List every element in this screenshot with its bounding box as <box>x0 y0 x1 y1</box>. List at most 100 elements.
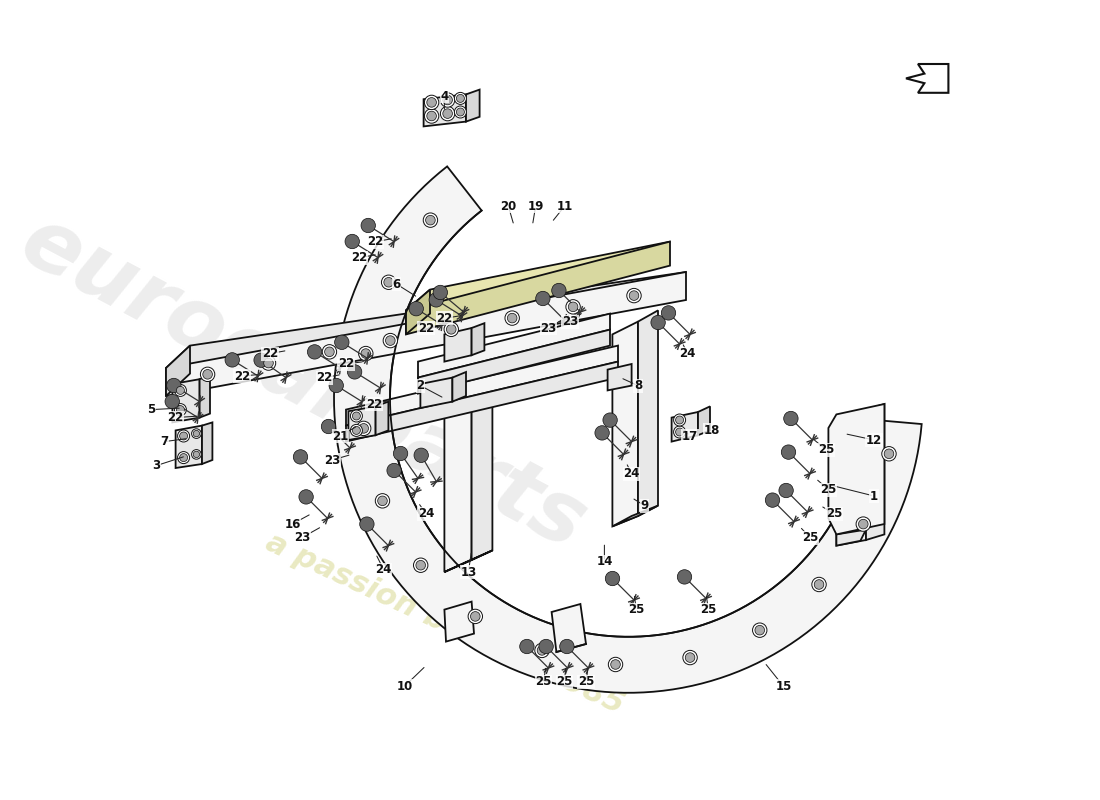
Circle shape <box>425 95 439 110</box>
Circle shape <box>433 286 448 300</box>
Circle shape <box>440 93 454 107</box>
Text: 4: 4 <box>440 90 449 102</box>
Circle shape <box>675 416 683 424</box>
Circle shape <box>416 561 426 570</box>
Text: 9: 9 <box>640 499 649 512</box>
Polygon shape <box>418 330 610 394</box>
Polygon shape <box>444 550 493 572</box>
Circle shape <box>191 450 201 459</box>
Circle shape <box>608 658 623 672</box>
Circle shape <box>334 335 349 350</box>
Polygon shape <box>166 272 686 368</box>
Circle shape <box>359 346 373 361</box>
Circle shape <box>427 98 437 107</box>
Circle shape <box>683 650 697 665</box>
Text: eurocarparts: eurocarparts <box>7 200 601 568</box>
Polygon shape <box>607 364 631 390</box>
Circle shape <box>537 646 547 655</box>
Text: 15: 15 <box>776 680 792 693</box>
Circle shape <box>443 109 452 118</box>
Circle shape <box>321 419 336 434</box>
Circle shape <box>440 106 454 121</box>
Circle shape <box>409 302 424 316</box>
Polygon shape <box>346 362 618 442</box>
Text: 22: 22 <box>437 312 452 325</box>
Text: 16: 16 <box>284 518 300 530</box>
Circle shape <box>447 325 456 334</box>
Text: 20: 20 <box>500 200 517 213</box>
Circle shape <box>294 450 308 464</box>
Circle shape <box>456 108 464 116</box>
Circle shape <box>176 406 185 414</box>
Circle shape <box>560 639 574 654</box>
Circle shape <box>352 426 361 434</box>
Polygon shape <box>613 506 658 526</box>
Text: 8: 8 <box>634 379 642 392</box>
Polygon shape <box>406 290 430 334</box>
Polygon shape <box>349 406 375 440</box>
Text: 22: 22 <box>418 322 434 334</box>
Polygon shape <box>452 372 466 402</box>
Text: 22: 22 <box>366 398 382 410</box>
Text: 22: 22 <box>234 370 250 382</box>
Circle shape <box>456 94 464 102</box>
Text: 18: 18 <box>703 424 719 437</box>
Circle shape <box>535 643 549 658</box>
Polygon shape <box>166 272 686 396</box>
Polygon shape <box>202 422 212 464</box>
Circle shape <box>471 612 480 622</box>
Circle shape <box>384 278 394 287</box>
Text: a passion born in 1985: a passion born in 1985 <box>261 528 628 720</box>
Circle shape <box>424 213 438 227</box>
Text: 22: 22 <box>317 371 332 384</box>
Circle shape <box>610 660 620 670</box>
Text: 2: 2 <box>416 379 425 392</box>
Circle shape <box>651 315 666 330</box>
Text: 10: 10 <box>396 680 412 693</box>
Circle shape <box>469 610 483 624</box>
Circle shape <box>783 411 799 426</box>
Circle shape <box>812 578 826 592</box>
Circle shape <box>352 412 361 420</box>
Polygon shape <box>166 346 190 396</box>
Circle shape <box>505 311 519 326</box>
Circle shape <box>539 639 553 654</box>
Polygon shape <box>444 328 472 362</box>
Circle shape <box>569 302 578 312</box>
Text: 25: 25 <box>701 603 716 616</box>
Polygon shape <box>672 412 698 442</box>
Circle shape <box>177 451 189 464</box>
Polygon shape <box>836 530 866 546</box>
Circle shape <box>454 106 466 118</box>
Text: 11: 11 <box>557 200 572 213</box>
Text: 25: 25 <box>821 483 837 496</box>
Circle shape <box>425 109 439 123</box>
Polygon shape <box>551 604 586 652</box>
Circle shape <box>629 290 639 300</box>
Circle shape <box>202 370 212 379</box>
Text: 25: 25 <box>557 675 573 688</box>
Text: 22: 22 <box>167 411 184 424</box>
Polygon shape <box>418 314 610 378</box>
Circle shape <box>175 403 186 416</box>
Text: 22: 22 <box>262 347 278 360</box>
Text: 23: 23 <box>324 454 341 466</box>
Circle shape <box>856 517 870 531</box>
Circle shape <box>177 430 189 442</box>
Circle shape <box>427 111 437 121</box>
Circle shape <box>166 378 182 393</box>
Polygon shape <box>375 402 388 435</box>
Circle shape <box>565 300 581 314</box>
Polygon shape <box>173 379 199 422</box>
Circle shape <box>414 558 428 573</box>
Circle shape <box>383 334 397 348</box>
Text: 24: 24 <box>680 347 696 360</box>
Circle shape <box>348 365 362 379</box>
Polygon shape <box>424 94 466 126</box>
Circle shape <box>191 429 201 438</box>
Circle shape <box>884 449 894 458</box>
Text: 25: 25 <box>536 675 552 688</box>
Circle shape <box>351 424 362 437</box>
Circle shape <box>375 494 389 508</box>
Circle shape <box>361 349 371 358</box>
